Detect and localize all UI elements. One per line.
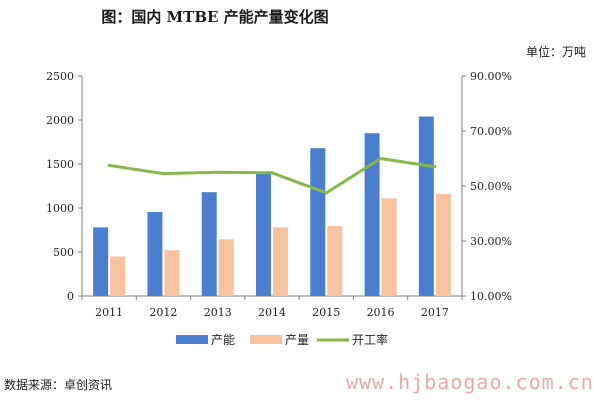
x-tick-label: 2014	[258, 306, 286, 319]
left-tick-label: 2000	[46, 114, 74, 127]
output-bar	[327, 226, 343, 296]
left-tick-label: 0	[67, 290, 74, 303]
output-bar	[435, 193, 451, 296]
legend-capacity-label: 产能	[211, 333, 235, 347]
output-bar	[381, 198, 397, 296]
output-bar	[273, 227, 288, 296]
output-bar	[218, 239, 234, 296]
utilization-point	[107, 163, 111, 167]
right-tick-label: 90.00%	[470, 70, 512, 83]
watermark: www.hjbaogao.com.cn	[346, 370, 594, 394]
chart-title: 图：国内 MTBE 产能产量变化图	[101, 8, 329, 26]
right-tick-label: 70.00%	[470, 125, 512, 138]
utilization-point	[270, 171, 274, 175]
left-tick-label: 500	[53, 246, 74, 259]
utilization-point	[324, 191, 328, 195]
legend-capacity-swatch	[176, 335, 208, 344]
bar-series	[93, 116, 451, 296]
capacity-bar	[201, 192, 217, 296]
unit-label: 单位：万吨	[525, 45, 586, 59]
utilization-point	[161, 172, 165, 176]
left-tick-label: 1500	[46, 158, 74, 171]
capacity-bar	[364, 133, 380, 296]
legend-output-swatch	[250, 335, 282, 344]
legend-utilization-label: 开工率	[352, 332, 388, 347]
left-tick-label: 1000	[46, 202, 74, 215]
x-tick-label: 2012	[149, 306, 177, 319]
right-tick-label: 50.00%	[470, 180, 512, 193]
utilization-point	[433, 165, 437, 169]
x-tick-label: 2017	[421, 306, 449, 319]
capacity-bar	[310, 148, 326, 296]
output-bar	[110, 256, 126, 296]
line-series	[107, 157, 437, 195]
right-tick-label: 10.00%	[470, 290, 512, 303]
utilization-point	[216, 170, 220, 174]
x-tick-label: 2013	[204, 306, 232, 319]
x-tick-label: 2011	[95, 306, 123, 319]
left-tick-label: 2500	[46, 70, 74, 83]
output-bar	[164, 250, 180, 296]
capacity-bar	[147, 211, 163, 296]
right-axis: 10.00% 30.00% 50.00% 70.00% 90.00%	[461, 70, 512, 303]
utilization-line	[108, 157, 436, 195]
capacity-bar	[256, 172, 271, 296]
source-label: 数据来源：卓创资讯	[4, 378, 113, 392]
x-axis: 2011 2012 2013 2014 2015 2016 2017	[81, 295, 463, 319]
capacity-bar	[93, 227, 109, 296]
capacity-bar	[418, 116, 434, 296]
x-tick-label: 2015	[312, 306, 340, 319]
left-axis: 0 500 1000 1500 2000 2500	[46, 70, 83, 303]
legend: 产能 产量 开工率	[176, 332, 388, 347]
legend-output-label: 产量	[285, 333, 309, 347]
utilization-point	[379, 157, 383, 160]
x-tick-label: 2016	[367, 306, 395, 319]
right-tick-label: 30.00%	[470, 235, 512, 248]
